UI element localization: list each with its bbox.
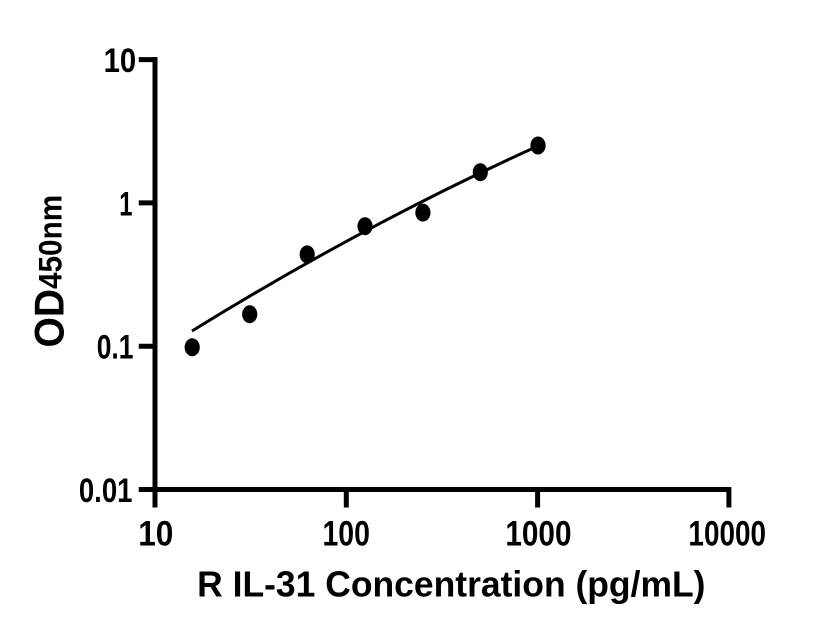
svg-text:10000: 10000: [688, 513, 766, 553]
svg-text:1: 1: [119, 185, 132, 223]
svg-text:R IL-31 Concentration (pg/mL): R IL-31 Concentration (pg/mL): [197, 564, 705, 604]
svg-text:10: 10: [104, 41, 137, 80]
svg-text:10: 10: [138, 515, 173, 554]
svg-text:0.1: 0.1: [97, 328, 134, 366]
svg-text:100: 100: [322, 514, 369, 554]
svg-text:1000: 1000: [505, 513, 571, 553]
svg-text:OD450nm: OD450nm: [25, 195, 73, 348]
svg-text:0.01: 0.01: [79, 471, 133, 509]
